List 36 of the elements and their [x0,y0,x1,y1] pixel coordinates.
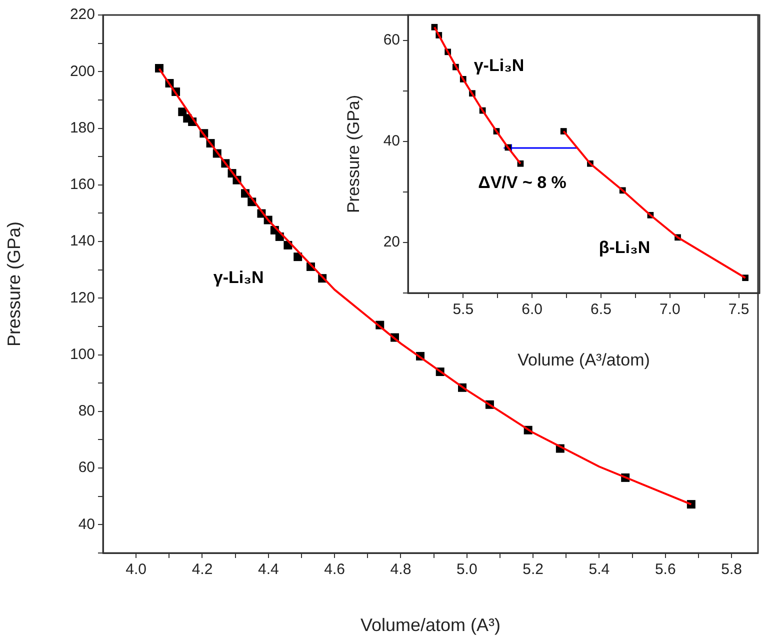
x-tick-label: 5.8 [721,561,742,578]
x-tick-label: 4.8 [390,561,412,578]
y-tick-label: 160 [70,176,95,194]
x-tick-label: 7.5 [728,301,750,318]
x-tick-label: 5.0 [456,561,478,578]
x-tick-label: 7.0 [659,301,680,318]
x-tick-label: 4.0 [126,561,147,578]
y-tick-label: 20 [383,234,400,251]
annotation: ΔV/V ~ 8 % [478,172,566,192]
y-tick-label: 40 [383,132,400,150]
y-tick-label: 200 [70,62,95,80]
y-tick-label: 100 [70,346,95,363]
y-axis-title: Pressure (GPa) [4,221,24,347]
y-tick-label: 220 [70,6,95,24]
x-tick-label: 4.6 [324,561,345,578]
x-axis-title: Volume (A³/atom) [518,350,650,370]
y-tick-label: 60 [383,31,400,48]
x-tick-label: 5.6 [654,561,676,578]
x-tick-label: 5.4 [588,561,610,578]
y-tick-label: 180 [70,119,95,136]
annotation: γ-Li₃N [474,56,524,75]
y-tick-label: 120 [70,289,95,306]
y-tick-label: 40 [78,516,95,533]
y-tick-label: 80 [78,402,95,420]
x-tick-label: 4.4 [258,561,279,578]
y-axis-title: Pressure (GPa) [344,94,363,214]
x-axis-title: Volume/atom (A³) [360,615,501,636]
x-tick-label: 5.2 [522,561,544,578]
annotation: γ-Li₃N [213,268,264,287]
x-tick-label: 4.2 [192,561,213,578]
y-tick-label: 60 [78,459,95,476]
annotation: β-Li₃N [598,238,650,258]
y-tick-label: 140 [70,232,95,250]
x-tick-label: 5.5 [452,301,474,318]
x-tick-label: 6.0 [522,301,542,318]
x-tick-label: 6.5 [590,301,612,318]
